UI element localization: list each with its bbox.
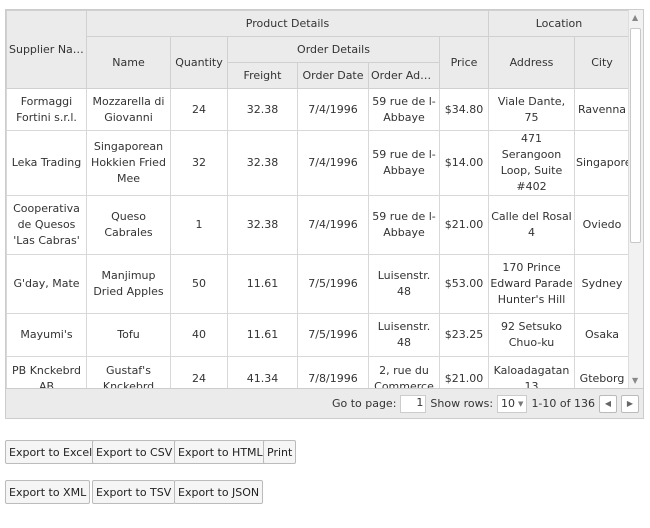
chevron-down-icon: ▼ (518, 399, 524, 408)
goto-page-label: Go to page: (331, 397, 397, 410)
cell-date[interactable]: 7/4/1996 (297, 130, 369, 196)
cell-price[interactable]: $53.00 (439, 254, 489, 314)
cell-freight[interactable]: 32.38 (227, 88, 298, 131)
cell-supplier[interactable]: G'day, Mate (6, 254, 87, 314)
pager: Go to page: 1 Show rows: 10 ▼ 1-10 of 136… (6, 388, 643, 418)
cell-oaddr[interactable]: Luisenstr. 48 (368, 313, 440, 357)
cell-supplier[interactable]: Leka Trading (6, 130, 87, 196)
previous-page-button[interactable]: ◀ (599, 394, 617, 413)
cell-address[interactable]: Calle del Rosal 4 (488, 195, 575, 255)
header-supplier-name[interactable]: Supplier Name (6, 10, 87, 89)
cell-city[interactable]: Oviedo (574, 195, 630, 255)
cell-address[interactable]: 170 Prince Edward Parade Hunter's Hill (488, 254, 575, 314)
print-button[interactable]: Print (263, 440, 297, 464)
next-page-button[interactable]: ▶ (621, 394, 639, 413)
rows-value: 10 (501, 397, 516, 410)
scroll-down-icon[interactable]: ▼ (632, 376, 639, 385)
cell-date[interactable]: 7/5/1996 (297, 254, 369, 314)
export-html-button[interactable]: Export to HTML (174, 440, 267, 464)
header-price[interactable]: Price (439, 36, 489, 89)
cell-oaddr[interactable]: 59 rue de l-Abbaye (368, 130, 440, 196)
table-row[interactable]: Mayumi's Tofu 40 11.61 7/5/1996 Luisenstr. 48… (6, 313, 630, 357)
cell-name[interactable]: Manjimup Dried Apples (86, 254, 171, 314)
vertical-scrollbar[interactable]: ▲ ▼ (628, 10, 643, 388)
cell-supplier[interactable]: Cooperativa de Quesos 'Las Cabras' (6, 195, 87, 255)
cell-name[interactable]: Tofu (86, 313, 171, 357)
header-product-details: Product Details (86, 10, 489, 37)
table-row[interactable]: G'day, Mate Manjimup Dried Apples 50 11.61 7… (6, 254, 630, 314)
export-json-button[interactable]: Export to JSON (174, 480, 264, 504)
data-grid: Supplier Name Product Details Location Nam… (5, 9, 644, 419)
cell-oaddr[interactable]: 59 rue de l-Abbaye (368, 195, 440, 255)
goto-page-input[interactable]: 1 (400, 394, 427, 413)
table-row[interactable]: Leka Trading Singaporean Hokkien Fried Me… (6, 130, 630, 196)
header-order-date[interactable]: Order Date (297, 62, 369, 89)
header-freight[interactable]: Freight (227, 62, 298, 89)
cell-date[interactable]: 7/5/1996 (297, 313, 369, 357)
cell-freight[interactable]: 32.38 (227, 130, 298, 196)
cell-quantity[interactable]: 24 (170, 88, 228, 131)
export-excel-button[interactable]: Export to Excel (5, 440, 97, 464)
header-order-details: Order Details (227, 36, 440, 63)
header-city[interactable]: City (574, 36, 630, 89)
cell-name[interactable]: Singaporean Hokkien Fried Mee (86, 130, 171, 196)
header-location: Location (488, 10, 630, 37)
cell-quantity[interactable]: 50 (170, 254, 228, 314)
cell-price[interactable]: $34.80 (439, 88, 489, 131)
header-quantity[interactable]: Quantity (170, 36, 228, 89)
cell-freight[interactable]: 32.38 (227, 195, 298, 255)
table-row[interactable]: Cooperativa de Quesos 'Las Cabras' Queso … (6, 195, 630, 255)
cell-price[interactable]: $14.00 (439, 130, 489, 196)
cell-quantity[interactable]: 40 (170, 313, 228, 357)
cell-address[interactable]: 471 Serangoon Loop, Suite #402 (488, 130, 575, 196)
cell-name[interactable]: Mozzarella di Giovanni (86, 88, 171, 131)
cell-price[interactable]: $23.25 (439, 313, 489, 357)
export-tsv-button[interactable]: Export to TSV (92, 480, 176, 504)
cell-quantity[interactable]: 1 (170, 195, 228, 255)
cell-city[interactable]: Singapore (574, 130, 630, 196)
cell-oaddr[interactable]: 59 rue de l-Abbaye (368, 88, 440, 131)
header-order-address[interactable]: Order Addre... (368, 62, 440, 89)
cell-date[interactable]: 7/4/1996 (297, 88, 369, 131)
cell-quantity[interactable]: 32 (170, 130, 228, 196)
cell-price[interactable]: $21.00 (439, 195, 489, 255)
export-xml-button[interactable]: Export to XML (5, 480, 91, 504)
show-rows-label: Show rows: (430, 397, 494, 410)
cell-date[interactable]: 7/4/1996 (297, 195, 369, 255)
scroll-up-icon[interactable]: ▲ (632, 13, 639, 22)
cell-freight[interactable]: 11.61 (227, 254, 298, 314)
scrollbar-thumb[interactable] (630, 28, 641, 243)
grid-table: Supplier Name Product Details Location Nam… (6, 10, 630, 401)
cell-address[interactable]: 92 Setsuko Chuo-ku (488, 313, 575, 357)
cell-freight[interactable]: 11.61 (227, 313, 298, 357)
cell-address[interactable]: Viale Dante, 75 (488, 88, 575, 131)
cell-supplier[interactable]: Formaggi Fortini s.r.l. (6, 88, 87, 131)
export-csv-button[interactable]: Export to CSV (92, 440, 177, 464)
table-row[interactable]: Formaggi Fortini s.r.l. Mozzarella di Gio… (6, 88, 630, 131)
cell-city[interactable]: Sydney (574, 254, 630, 314)
cell-name[interactable]: Queso Cabrales (86, 195, 171, 255)
rows-per-page-select[interactable]: 10 ▼ (497, 394, 528, 413)
header-address[interactable]: Address (488, 36, 575, 89)
cell-city[interactable]: Ravenna (574, 88, 630, 131)
cell-city[interactable]: Osaka (574, 313, 630, 357)
cell-oaddr[interactable]: Luisenstr. 48 (368, 254, 440, 314)
cell-supplier[interactable]: Mayumi's (6, 313, 87, 357)
page-range: 1-10 of 136 (531, 397, 595, 410)
header-name[interactable]: Name (86, 36, 171, 89)
